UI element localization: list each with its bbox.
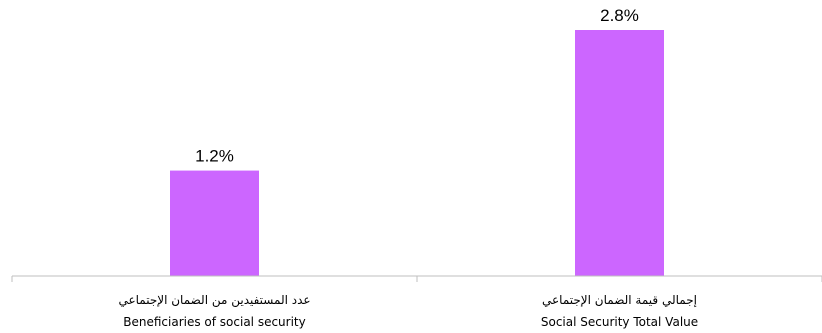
category-label-arabic: إجمالي قيمة الضمان الإجتماعي [542,293,697,307]
bars-group [170,30,664,276]
category-label-arabic: عدد المستفيدين من الضمان الإجتماعي [118,293,310,308]
bar [170,170,259,276]
bar [575,30,664,276]
x-axis-ticks [11,276,822,282]
category-label-english: Social Security Total Value [541,315,698,329]
bar-value-label: 2.8% [600,6,639,25]
value-labels-group: 1.2% 2.8% [195,6,639,166]
category-labels-group: عدد المستفيدين من الضمان الإجتماعي Benefi… [118,293,698,329]
bar-value-label: 1.2% [195,147,234,166]
category-label-english: Beneficiaries of social security [123,315,305,329]
